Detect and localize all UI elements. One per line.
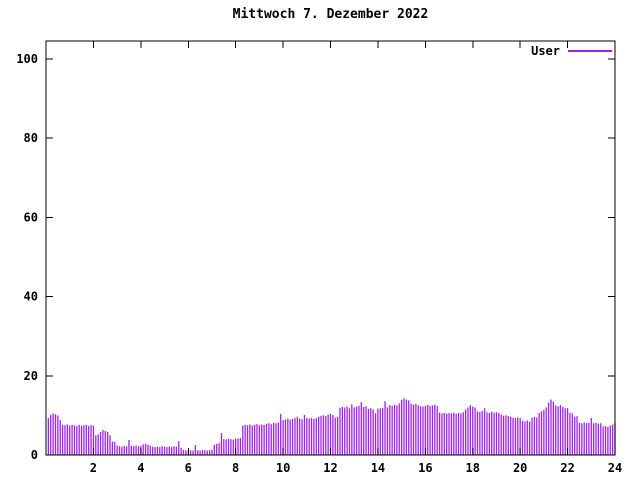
legend-label-user: User: [531, 44, 560, 58]
x-tick-label: 16: [418, 461, 432, 475]
y-tick-label: 20: [24, 369, 38, 383]
x-tick-label: 6: [185, 461, 192, 475]
x-tick-label: 2: [90, 461, 97, 475]
x-tick-label: 10: [276, 461, 290, 475]
y-tick-label: 0: [31, 448, 38, 462]
x-tick-label: 22: [560, 461, 574, 475]
x-tick-label: 24: [608, 461, 622, 475]
chart-title: Mittwoch 7. Dezember 2022: [232, 7, 429, 22]
y-tick-label: 100: [16, 52, 38, 66]
y-tick-label: 60: [24, 210, 38, 224]
x-tick-label: 20: [513, 461, 527, 475]
legend-line-sample: [568, 50, 612, 52]
x-tick-label: 14: [371, 461, 385, 475]
x-tick-label: 18: [466, 461, 480, 475]
y-tick-label: 80: [24, 131, 38, 145]
x-tick-label: 4: [137, 461, 144, 475]
legend: User: [531, 44, 612, 58]
x-tick-label: 12: [323, 461, 337, 475]
x-tick-label: 8: [232, 461, 239, 475]
y-tick-label: 40: [24, 290, 38, 304]
